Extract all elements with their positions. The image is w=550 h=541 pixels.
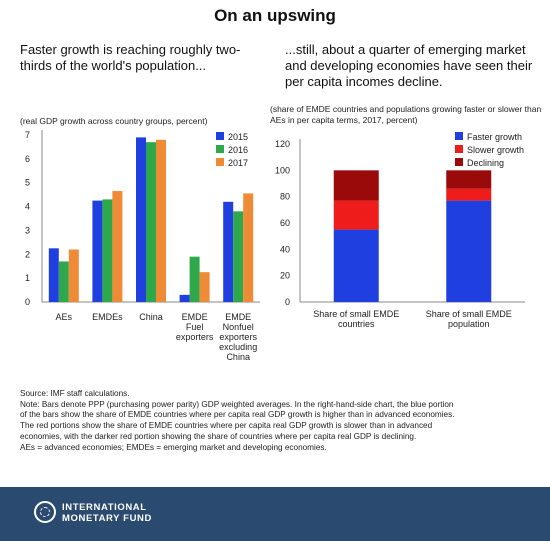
right-chart-note: (share of EMDE countries and populations… [270,104,542,125]
x-category-label: AEs [56,312,73,322]
y-tick-label: 2 [25,249,30,259]
x-category-label: Nonfuel [223,322,254,332]
bar-2017-2 [156,139,166,302]
x-category-label: Fuel [186,322,204,332]
y-tick-label: 3 [25,225,30,235]
footer-bar: INTERNATIONAL MONETARY FUND [0,487,550,541]
logo-line-1: INTERNATIONAL [62,502,147,513]
legend-label-2017: 2017 [228,158,248,168]
x-category-label: population [448,319,490,329]
x-category-label: Share of small EMDE [313,309,399,319]
stack-slower-growth-1 [446,188,492,201]
y-tick-label: 5 [25,178,30,188]
imf-logo-text[interactable]: INTERNATIONAL MONETARY FUND [62,502,152,524]
y-tick-label: 1 [25,273,30,283]
note-line: Note: Bars denote PPP (purchasing power … [20,399,454,409]
bar-2015-4 [223,201,234,302]
bar-2017-1 [112,191,123,302]
y-tick-label: 4 [25,202,30,212]
left-subhead: Faster growth is reaching roughly two-th… [20,42,241,73]
y-tick-label: 100 [275,165,290,175]
bar-2016-4 [233,211,244,302]
x-category-label: China [226,352,250,362]
note-line: of the bars show the share of EMDE count… [20,410,455,420]
bar-2017-0 [68,249,79,302]
x-category-label: countries [338,319,375,329]
logo-line-2: MONETARY FUND [62,513,152,524]
stack-declining-0 [333,170,379,201]
bar-2015-3 [179,294,190,302]
imf-seal-icon [34,501,56,523]
x-category-label: EMDE [182,312,208,322]
note-line: AEs = advanced economies; EMDEs = emergi… [20,442,327,452]
note-line: economies, with the darker red portion s… [20,431,417,441]
bar-2016-2 [146,142,156,302]
stack-faster-growth-1 [446,200,492,302]
y-tick-label: 60 [280,218,290,228]
legend-swatch-2017 [216,158,224,166]
bar-2017-4 [243,193,254,302]
legend-label-2016: 2016 [228,145,248,155]
y-tick-label: 0 [285,297,290,307]
y-tick-label: 80 [280,192,290,202]
source-line: Source: IMF staff calculations. [20,389,130,398]
left-chart-note: (real GDP growth across country groups, … [20,116,208,126]
stack-declining-1 [446,170,492,189]
footnotes: Source: IMF staff calculations. Note: Ba… [20,389,535,453]
bar-2017-3 [199,272,210,302]
right-subhead: ...still, about a quarter of emerging ma… [285,42,533,89]
y-tick-label: 6 [25,154,30,164]
bar-2016-1 [102,199,113,302]
x-category-label: China [139,312,163,322]
stack-faster-growth-0 [333,229,379,302]
y-tick-label: 7 [25,130,30,140]
legend-swatch-2015 [216,132,224,140]
page-title: On an upswing [214,6,336,25]
y-tick-label: 40 [280,244,290,254]
note-line: The red portions show the share of EMDE … [20,421,433,431]
legend-swatch-2 [455,158,463,166]
bar-2015-1 [92,200,103,302]
bar-2015-0 [48,248,59,302]
x-category-label: exporters [219,332,257,342]
legend-swatch-2016 [216,145,224,153]
y-tick-label: 0 [25,297,30,307]
legend-swatch-0 [455,132,463,140]
x-category-label: EMDE [225,312,251,322]
bar-2015-2 [136,137,146,302]
x-category-label: EMDEs [92,312,123,322]
legend-label-0: Faster growth [467,132,522,142]
x-category-label: excluding [219,342,257,352]
stack-slower-growth-0 [333,200,379,230]
legend-swatch-1 [455,145,463,153]
bar-2016-0 [58,261,69,302]
legend-label-2015: 2015 [228,132,248,142]
x-category-label: exporters [176,332,214,342]
x-category-label: Share of small EMDE [426,309,512,319]
bar-2016-3 [189,256,200,302]
legend-label-1: Slower growth [467,145,524,155]
legend-label-2: Declining [467,158,504,168]
y-tick-label: 20 [280,271,290,281]
y-tick-label: 120 [275,139,290,149]
